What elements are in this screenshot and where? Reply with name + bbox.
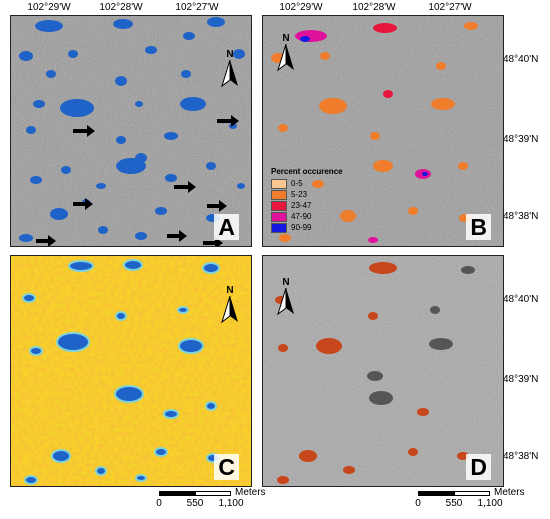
panel-label: A xyxy=(214,214,239,240)
wetland-arrows xyxy=(36,115,239,246)
map-panel-b: N Percent occurence 0-5 5-23 23-47 47-90… xyxy=(262,15,504,247)
legend-swatch xyxy=(271,200,287,211)
panel-c-imagery xyxy=(11,256,251,486)
legend-swatch xyxy=(271,222,287,233)
scale-bar: Meters 0 550 1,100 xyxy=(415,487,550,519)
panel-label: D xyxy=(466,454,491,480)
latitude-label: 48°40'N xyxy=(503,54,539,65)
north-arrow: N xyxy=(275,34,297,74)
north-arrow-icon xyxy=(221,60,238,88)
legend-item: 5-23 xyxy=(271,189,353,200)
legend-item: 23-47 xyxy=(271,200,353,211)
north-arrow: N xyxy=(275,278,297,318)
scale-bar-segment xyxy=(195,491,231,496)
legend-item: 0-5 xyxy=(271,178,353,189)
latitude-label: 48°38'N xyxy=(503,211,539,222)
legend-swatch xyxy=(271,178,287,189)
legend-swatch xyxy=(271,211,287,222)
occurrence-legend: Percent occurence 0-5 5-23 23-47 47-90 9… xyxy=(271,167,353,233)
panel-d-imagery xyxy=(263,256,503,486)
scale-bar-tick: 550 xyxy=(445,498,463,509)
scale-bar: Meters 0 550 1,100 xyxy=(156,487,299,519)
longitude-label: 102°27'W xyxy=(175,2,219,13)
panel-a-imagery xyxy=(11,16,251,246)
latitude-label: 48°40'N xyxy=(503,294,539,305)
map-panel-a: N A xyxy=(10,15,252,247)
legend-item: 47-90 xyxy=(271,211,353,222)
latitude-label: 48°38'N xyxy=(503,451,539,462)
water-bodies xyxy=(22,259,220,485)
wetland-patches xyxy=(275,262,475,484)
scale-bar-tick: 550 xyxy=(186,498,204,509)
scale-bar-segment xyxy=(454,491,490,496)
legend-item: 90-99 xyxy=(271,222,353,233)
legend-swatch xyxy=(271,189,287,200)
scale-bar-tick: 0 xyxy=(415,498,421,509)
occurrence-patches xyxy=(271,22,478,243)
panel-label: C xyxy=(214,454,239,480)
scale-bar-segment xyxy=(418,491,454,496)
latitude-label: 48°39'N xyxy=(503,374,539,385)
panel-label: B xyxy=(466,214,491,240)
longitude-label: 102°28'W xyxy=(352,2,396,13)
north-arrow-icon xyxy=(221,296,238,324)
longitude-label: 102°29'W xyxy=(279,2,323,13)
scale-bar-tick: 1,100 xyxy=(218,498,244,509)
longitude-label: 102°27'W xyxy=(428,2,472,13)
longitude-label: 102°29'W xyxy=(27,2,71,13)
map-panel-d: N D xyxy=(262,255,504,487)
scale-bar-tick: 0 xyxy=(156,498,162,509)
latitude-label: 48°39'N xyxy=(503,134,539,145)
water-bodies xyxy=(19,17,245,242)
north-arrow-icon xyxy=(277,44,294,72)
longitude-label: 102°28'W xyxy=(99,2,143,13)
north-arrow: N xyxy=(219,286,241,326)
north-arrow-icon xyxy=(277,288,294,316)
scale-bar-tick: 1,100 xyxy=(477,498,503,509)
map-panel-c: N C xyxy=(10,255,252,487)
scale-bar-segment xyxy=(159,491,195,496)
north-arrow: N xyxy=(219,50,241,90)
panel-b-imagery xyxy=(263,16,503,246)
legend-title: Percent occurence xyxy=(271,167,343,176)
scale-bar-unit: Meters xyxy=(235,487,266,498)
scale-bar-unit: Meters xyxy=(494,487,525,498)
